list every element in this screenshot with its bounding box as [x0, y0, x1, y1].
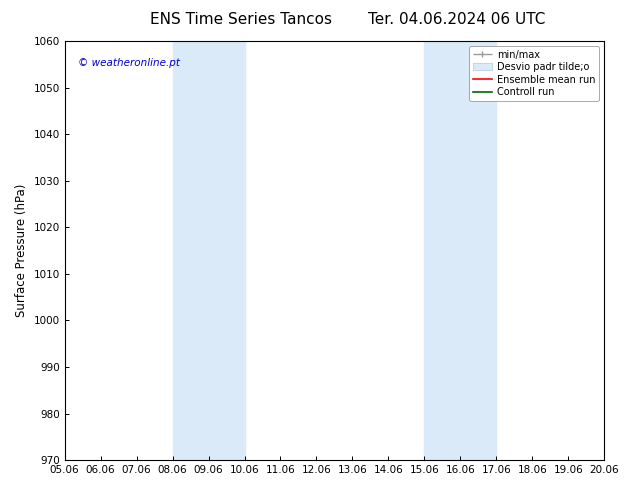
Bar — [424, 41, 496, 460]
Text: ENS Time Series Tancos: ENS Time Series Tancos — [150, 12, 332, 27]
Bar — [172, 41, 245, 460]
Legend: min/max, Desvio padr tilde;o, Ensemble mean run, Controll run: min/max, Desvio padr tilde;o, Ensemble m… — [469, 46, 599, 101]
Y-axis label: Surface Pressure (hPa): Surface Pressure (hPa) — [15, 184, 28, 318]
Text: Ter. 04.06.2024 06 UTC: Ter. 04.06.2024 06 UTC — [368, 12, 545, 27]
Text: © weatheronline.pt: © weatheronline.pt — [78, 58, 180, 68]
